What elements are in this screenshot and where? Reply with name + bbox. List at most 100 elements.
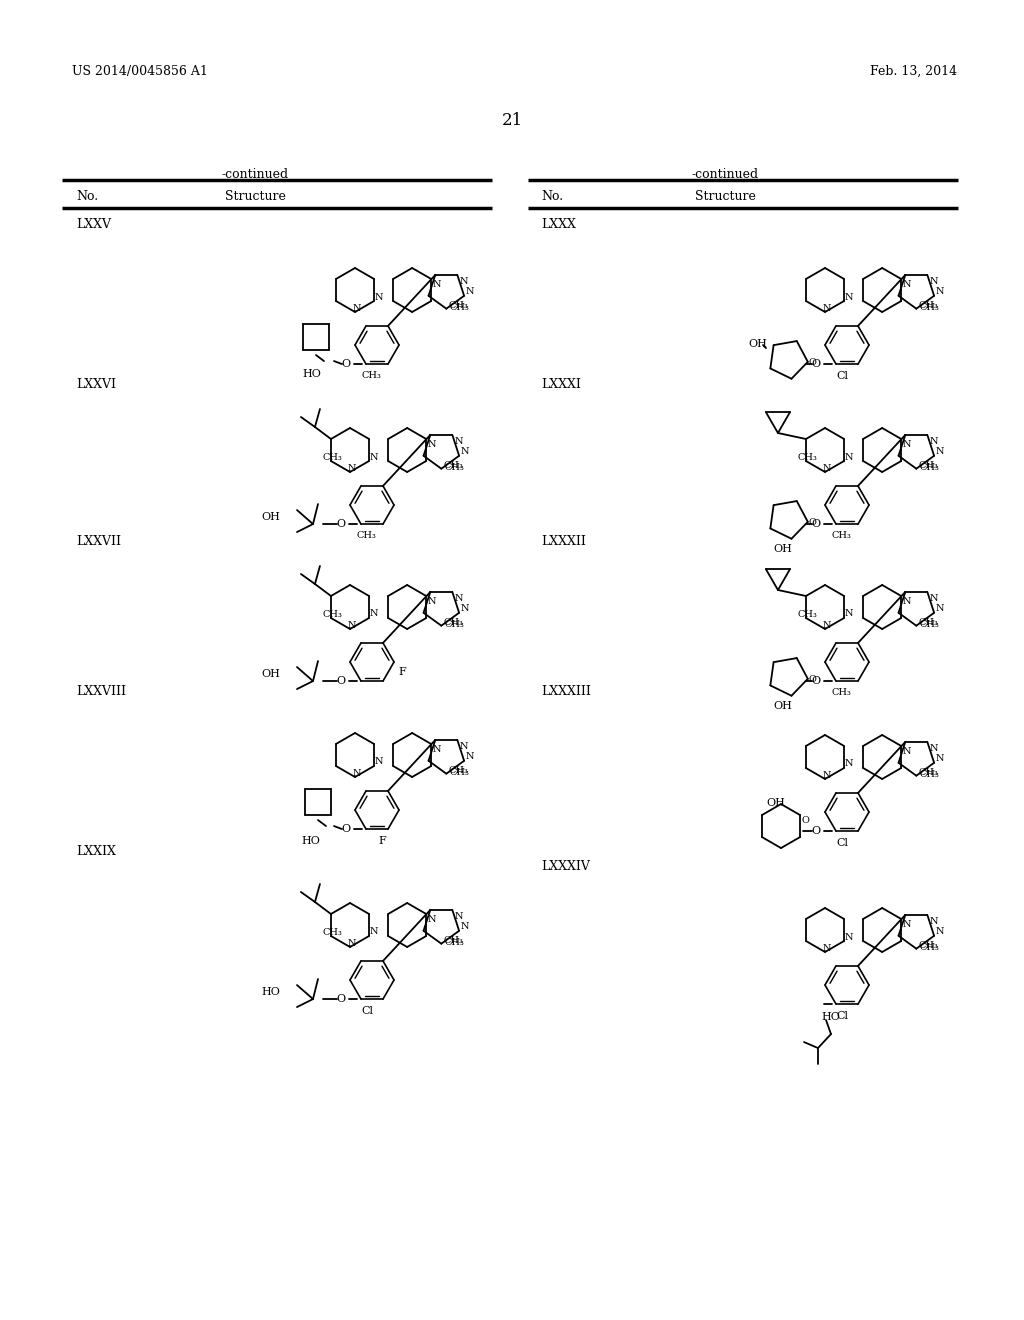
Text: N: N: [370, 453, 379, 462]
Text: LXXVI: LXXVI: [76, 378, 116, 391]
Text: Cl: Cl: [836, 838, 848, 847]
Text: N: N: [902, 920, 910, 929]
Text: N: N: [455, 437, 463, 446]
Text: CH₃: CH₃: [920, 302, 939, 312]
Text: LXXVIII: LXXVIII: [76, 685, 126, 698]
Text: CH₃: CH₃: [356, 531, 376, 540]
Text: CH₃: CH₃: [919, 941, 938, 949]
Text: N: N: [823, 944, 831, 953]
Text: N: N: [427, 915, 435, 924]
Text: Cl: Cl: [836, 1011, 848, 1020]
Text: CH₃: CH₃: [919, 768, 938, 776]
Text: N: N: [427, 440, 435, 449]
Text: N: N: [460, 605, 469, 614]
Text: N: N: [845, 932, 854, 941]
Text: N: N: [348, 939, 356, 948]
Text: HO: HO: [301, 836, 319, 846]
Text: N: N: [353, 304, 361, 313]
Text: N: N: [902, 747, 910, 756]
Text: N: N: [370, 928, 379, 936]
Text: CH₃: CH₃: [323, 610, 343, 619]
Text: CH₃: CH₃: [920, 942, 939, 952]
Text: HO: HO: [821, 1012, 840, 1022]
Text: CH₃: CH₃: [443, 618, 463, 627]
Text: CH₃: CH₃: [920, 619, 939, 628]
Text: N: N: [930, 277, 938, 286]
Text: Cl: Cl: [836, 371, 848, 381]
Text: O: O: [337, 994, 345, 1005]
Text: Cl: Cl: [361, 1006, 373, 1016]
Text: CH₃: CH₃: [919, 618, 938, 627]
Text: O: O: [801, 816, 809, 825]
Text: OH: OH: [261, 669, 280, 678]
Text: N: N: [375, 293, 384, 301]
Text: N: N: [930, 917, 938, 925]
Text: N: N: [930, 437, 938, 446]
Text: N: N: [432, 744, 440, 754]
Text: N: N: [845, 453, 854, 462]
Text: LXXXI: LXXXI: [541, 378, 581, 391]
Text: LXXVII: LXXVII: [76, 535, 121, 548]
Text: No.: No.: [541, 190, 563, 203]
Text: CH₃: CH₃: [450, 768, 469, 776]
Text: LXXXII: LXXXII: [541, 535, 586, 548]
Text: Feb. 13, 2014: Feb. 13, 2014: [870, 65, 957, 78]
Text: N: N: [845, 610, 854, 619]
Text: CH₃: CH₃: [831, 688, 851, 697]
Text: N: N: [902, 280, 910, 289]
Text: N: N: [465, 288, 474, 296]
Text: CH₃: CH₃: [449, 301, 468, 310]
Text: OH: OH: [748, 339, 767, 348]
Text: LXXXIII: LXXXIII: [541, 685, 591, 698]
Text: OH: OH: [261, 512, 280, 521]
Text: N: N: [460, 742, 468, 751]
Text: CH₃: CH₃: [323, 453, 343, 462]
Text: CH₃: CH₃: [449, 766, 468, 775]
Text: CH₃: CH₃: [831, 531, 851, 540]
Text: N: N: [823, 771, 831, 780]
Text: N: N: [348, 465, 356, 473]
Text: HO: HO: [261, 987, 280, 997]
Text: CH₃: CH₃: [323, 928, 343, 937]
Text: CH₃: CH₃: [920, 463, 939, 471]
Text: N: N: [935, 605, 944, 614]
Text: N: N: [348, 620, 356, 630]
Text: N: N: [460, 923, 469, 932]
Text: CH₃: CH₃: [798, 453, 818, 462]
Text: N: N: [930, 744, 938, 752]
Text: O: O: [811, 676, 820, 686]
Text: O: O: [809, 358, 817, 367]
Text: LXXX: LXXX: [541, 218, 575, 231]
Text: O: O: [811, 519, 820, 529]
Text: CH₃: CH₃: [443, 936, 463, 945]
Text: N: N: [845, 293, 854, 301]
Text: 21: 21: [502, 112, 522, 129]
Text: O: O: [811, 826, 820, 836]
Text: N: N: [460, 277, 468, 286]
Text: N: N: [845, 759, 854, 768]
Text: N: N: [465, 752, 474, 762]
Text: O: O: [341, 359, 350, 370]
Text: N: N: [935, 754, 944, 763]
Text: N: N: [353, 770, 361, 777]
Text: CH₃: CH₃: [450, 302, 469, 312]
Text: -continued: -continued: [691, 168, 759, 181]
Text: LXXIX: LXXIX: [76, 845, 116, 858]
Text: N: N: [460, 447, 469, 457]
Text: N: N: [455, 912, 463, 921]
Text: F: F: [398, 667, 406, 677]
Text: Structure: Structure: [224, 190, 286, 203]
Text: N: N: [930, 594, 938, 603]
Text: O: O: [341, 824, 350, 834]
Text: LXXXIV: LXXXIV: [541, 861, 590, 873]
Text: N: N: [902, 597, 910, 606]
Text: LXXV: LXXV: [76, 218, 111, 231]
Text: N: N: [823, 465, 831, 473]
Text: O: O: [809, 517, 817, 527]
Text: CH₃: CH₃: [444, 619, 464, 628]
Text: N: N: [935, 288, 944, 296]
Text: OH: OH: [773, 701, 793, 711]
Text: N: N: [823, 304, 831, 313]
Text: N: N: [370, 610, 379, 619]
Text: Structure: Structure: [694, 190, 756, 203]
